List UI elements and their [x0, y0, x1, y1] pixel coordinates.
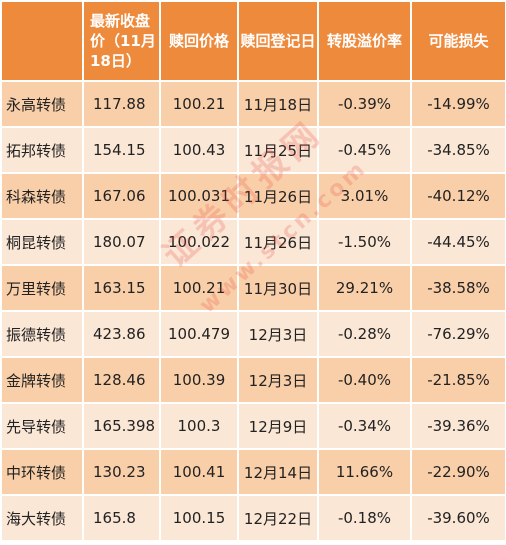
cell-redeem-price: 100.43: [161, 128, 237, 172]
cell-latest-close: 165.8: [84, 496, 159, 540]
cell-redeem-price: 100.21: [161, 82, 237, 126]
cell-premium-rate: -1.50%: [319, 220, 410, 264]
cell-possible-loss: -22.90%: [412, 450, 505, 494]
cell-redeem-price: 100.3: [161, 404, 237, 448]
cell-possible-loss: -21.85%: [412, 358, 505, 402]
cell-possible-loss: -44.45%: [412, 220, 505, 264]
table-row: 科森转债 167.06 100.031 11月26日 3.01% -40.12%: [2, 174, 505, 218]
cell-bond-name: 振德转债: [2, 312, 82, 356]
cell-latest-close: 117.88: [84, 82, 159, 126]
cell-redeem-price: 100.21: [161, 266, 237, 310]
cell-latest-close: 167.06: [84, 174, 159, 218]
table-row: 振德转债 423.86 100.479 12月3日 -0.28% -76.29%: [2, 312, 505, 356]
cell-redeem-price: 100.41: [161, 450, 237, 494]
header-possible-loss: 可能损失: [412, 2, 505, 80]
cell-bond-name: 永高转债: [2, 82, 82, 126]
table-body: 永高转债 117.88 100.21 11月18日 -0.39% -14.99% 拓邦转债 1…: [2, 82, 505, 540]
cell-bond-name: 拓邦转债: [2, 128, 82, 172]
cell-premium-rate: 3.01%: [319, 174, 410, 218]
cell-possible-loss: -40.12%: [412, 174, 505, 218]
table-row: 金牌转债 128.46 100.39 12月3日 -0.40% -21.85%: [2, 358, 505, 402]
table-row: 中环转债 130.23 100.41 12月14日 11.66% -22.90%: [2, 450, 505, 494]
cell-record-date: 12月3日: [239, 358, 317, 402]
cell-record-date: 12月22日: [239, 496, 317, 540]
cell-bond-name: 科森转债: [2, 174, 82, 218]
table-row: 永高转债 117.88 100.21 11月18日 -0.39% -14.99%: [2, 82, 505, 126]
header-latest-close: 最新收盘价（11月18日）: [84, 2, 159, 80]
header-redeem-price: 赎回价格: [161, 2, 237, 80]
cell-premium-rate: -0.28%: [319, 312, 410, 356]
cell-record-date: 12月9日: [239, 404, 317, 448]
cell-redeem-price: 100.39: [161, 358, 237, 402]
cell-latest-close: 154.15: [84, 128, 159, 172]
cell-latest-close: 165.398: [84, 404, 159, 448]
table-row: 先导转债 165.398 100.3 12月9日 -0.34% -39.36%: [2, 404, 505, 448]
cell-record-date: 12月3日: [239, 312, 317, 356]
cell-possible-loss: -39.36%: [412, 404, 505, 448]
cell-record-date: 11月26日: [239, 174, 317, 218]
table-row: 海大转债 165.8 100.15 12月22日 -0.18% -39.60%: [2, 496, 505, 540]
cell-bond-name: 桐昆转债: [2, 220, 82, 264]
table-row: 万里转债 163.15 100.21 11月30日 29.21% -38.58%: [2, 266, 505, 310]
cell-latest-close: 423.86: [84, 312, 159, 356]
cell-redeem-price: 100.022: [161, 220, 237, 264]
cell-latest-close: 180.07: [84, 220, 159, 264]
header-bond-name: [2, 2, 82, 80]
cell-possible-loss: -38.58%: [412, 266, 505, 310]
cell-premium-rate: -0.18%: [319, 496, 410, 540]
cell-bond-name: 中环转债: [2, 450, 82, 494]
cell-premium-rate: -0.45%: [319, 128, 410, 172]
cell-latest-close: 128.46: [84, 358, 159, 402]
cell-possible-loss: -14.99%: [412, 82, 505, 126]
cell-redeem-price: 100.15: [161, 496, 237, 540]
cell-record-date: 11月18日: [239, 82, 317, 126]
cell-premium-rate: 11.66%: [319, 450, 410, 494]
header-record-date: 赎回登记日: [239, 2, 317, 80]
cell-record-date: 12月14日: [239, 450, 317, 494]
cell-record-date: 11月25日: [239, 128, 317, 172]
cell-redeem-price: 100.031: [161, 174, 237, 218]
cell-premium-rate: -0.39%: [319, 82, 410, 126]
cell-redeem-price: 100.479: [161, 312, 237, 356]
cell-possible-loss: -39.60%: [412, 496, 505, 540]
cell-bond-name: 先导转债: [2, 404, 82, 448]
cell-record-date: 11月30日: [239, 266, 317, 310]
cell-bond-name: 海大转债: [2, 496, 82, 540]
cell-bond-name: 金牌转债: [2, 358, 82, 402]
table-header-row: 最新收盘价（11月18日） 赎回价格 赎回登记日 转股溢价率 可能损失: [2, 2, 505, 80]
cell-bond-name: 万里转债: [2, 266, 82, 310]
cell-record-date: 11月26日: [239, 220, 317, 264]
table-row: 拓邦转债 154.15 100.43 11月25日 -0.45% -34.85%: [2, 128, 505, 172]
cell-latest-close: 163.15: [84, 266, 159, 310]
cell-latest-close: 130.23: [84, 450, 159, 494]
cell-premium-rate: 29.21%: [319, 266, 410, 310]
cell-premium-rate: -0.34%: [319, 404, 410, 448]
header-premium-rate: 转股溢价率: [319, 2, 410, 80]
cell-premium-rate: -0.40%: [319, 358, 410, 402]
table-row: 桐昆转债 180.07 100.022 11月26日 -1.50% -44.45%: [2, 220, 505, 264]
cell-possible-loss: -76.29%: [412, 312, 505, 356]
cell-possible-loss: -34.85%: [412, 128, 505, 172]
